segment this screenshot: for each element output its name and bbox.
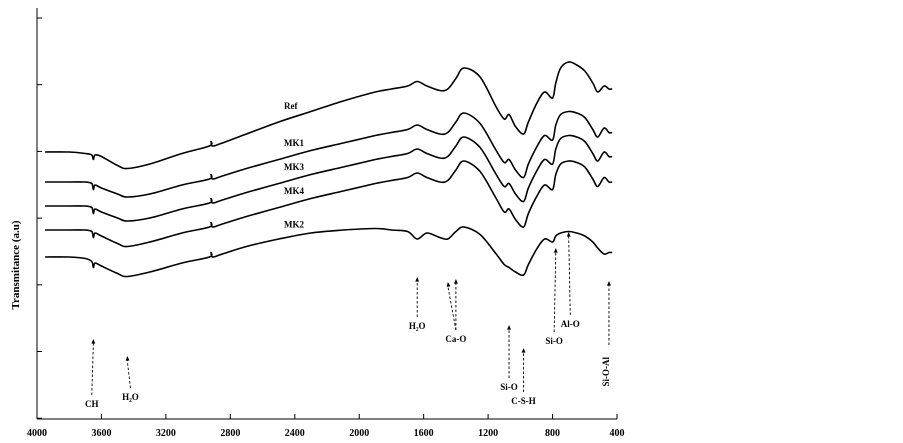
- x-tick-label: 3600: [91, 428, 111, 439]
- annotation-arrow: [553, 251, 557, 333]
- series-ref-label: Ref: [284, 101, 298, 111]
- annotation-arrowhead: [125, 356, 130, 361]
- annotation-arrow: [447, 285, 457, 331]
- series-mk2-label: MK2: [284, 219, 304, 229]
- annotation-label: Ca-O: [445, 334, 466, 344]
- series-mk4-line: [45, 160, 613, 248]
- series-mk4-label: MK4: [284, 186, 304, 196]
- x-tick-label: 800: [545, 428, 560, 439]
- x-tick-label: 4000: [27, 428, 47, 439]
- x-tick-label: 3200: [156, 428, 176, 439]
- annotation-arrowhead: [553, 248, 558, 253]
- x-tick-label: 2400: [285, 428, 305, 439]
- annotation-arrowhead: [446, 282, 451, 287]
- annotation-arrowhead: [606, 281, 611, 286]
- series-mk3-line: [45, 134, 613, 222]
- y-axis-label: Transmitance (a.u): [10, 220, 22, 309]
- annotation-arrowhead: [453, 279, 458, 284]
- x-tick-label: 2800: [220, 428, 240, 439]
- series-ref-line: [45, 61, 613, 170]
- x-tick-label: 2000: [349, 428, 369, 439]
- annotation-label: H₂O: [122, 392, 139, 402]
- annotation-arrow: [568, 235, 571, 316]
- annotation-label: Al-O: [561, 319, 580, 329]
- x-tick-label: 400: [610, 428, 625, 439]
- spectra: Ref MK1 MK3 MK4 MK2: [45, 61, 613, 278]
- annotation-label: Si-O-Al: [601, 357, 611, 387]
- series-mk2-line: [45, 226, 613, 278]
- annotation-arrowhead: [507, 325, 512, 330]
- x-tick-label: 1200: [478, 428, 498, 439]
- annotation-arrowhead: [521, 348, 526, 353]
- annotation-label: Si-O: [500, 382, 518, 392]
- annotation-label: CH: [85, 399, 99, 409]
- annotation-label: C-S-H: [511, 396, 536, 406]
- annotation-arrowhead: [566, 232, 571, 237]
- annotations: CH H₂O H₂O Ca-O Si-O C-S-H Si-O Al-O Si-O-Al: [85, 232, 611, 409]
- annotation-arrowhead: [415, 277, 420, 282]
- x-tick-label: 1600: [414, 428, 434, 439]
- x-ticks: 4000 3600 3200 2800 2400 2000 1600 1200 800 400: [27, 414, 625, 439]
- annotation-label: Si-O: [545, 336, 563, 346]
- annotation-arrow: [126, 359, 131, 389]
- annotation-label: H₂O: [409, 321, 426, 331]
- annotation-arrowhead: [91, 339, 96, 344]
- y-ticks: [37, 17, 42, 419]
- series-mk1-label: MK1: [284, 138, 304, 148]
- series-mk3-label: MK3: [284, 162, 304, 172]
- annotation-arrow: [91, 342, 94, 396]
- series-mk1-line: [45, 110, 613, 198]
